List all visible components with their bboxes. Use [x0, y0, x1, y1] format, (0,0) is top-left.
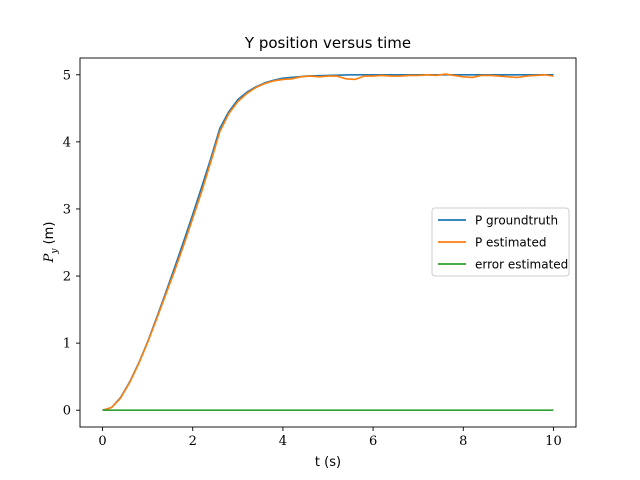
x-tick-label-3: 6 [369, 434, 377, 449]
x-tick-label-5: 10 [545, 434, 562, 449]
y-tick-label-1: 1 [63, 337, 71, 352]
plot-frame [79, 57, 577, 428]
x-tick-label-2: 4 [279, 434, 287, 449]
legend-label-0: P groundtruth [475, 214, 558, 228]
y-axis-label-unit: (m) [42, 222, 57, 249]
legend: P groundtruth P estimated error estimated [431, 207, 570, 277]
x-axis-label: t (s) [315, 455, 341, 470]
y-axis-label-sub: y [50, 248, 60, 255]
y-axis-label-main: P [42, 253, 57, 263]
chart-title: Y position versus time [244, 34, 411, 52]
y-tick-label-3: 3 [63, 202, 71, 217]
y-tick-label-2: 2 [63, 270, 71, 285]
y-tick-label-0: 0 [63, 404, 71, 419]
x-tick-label-1: 2 [189, 434, 197, 449]
legend-label-2: error estimated [475, 258, 568, 272]
y-axis-label: Py (m) [42, 222, 60, 264]
legend-label-1: P estimated [475, 236, 546, 250]
axes-layer: 0 2 4 6 8 10 0 1 2 3 4 5 [63, 57, 577, 449]
x-tick-label-0: 0 [98, 434, 106, 449]
x-tick-label-4: 8 [459, 434, 467, 449]
y-tick-label-5: 5 [63, 68, 71, 83]
y-tick-label-4: 4 [63, 135, 71, 150]
series-layer [102, 73, 554, 412]
series-line-1 [102, 73, 554, 411]
legend-box [431, 207, 570, 277]
